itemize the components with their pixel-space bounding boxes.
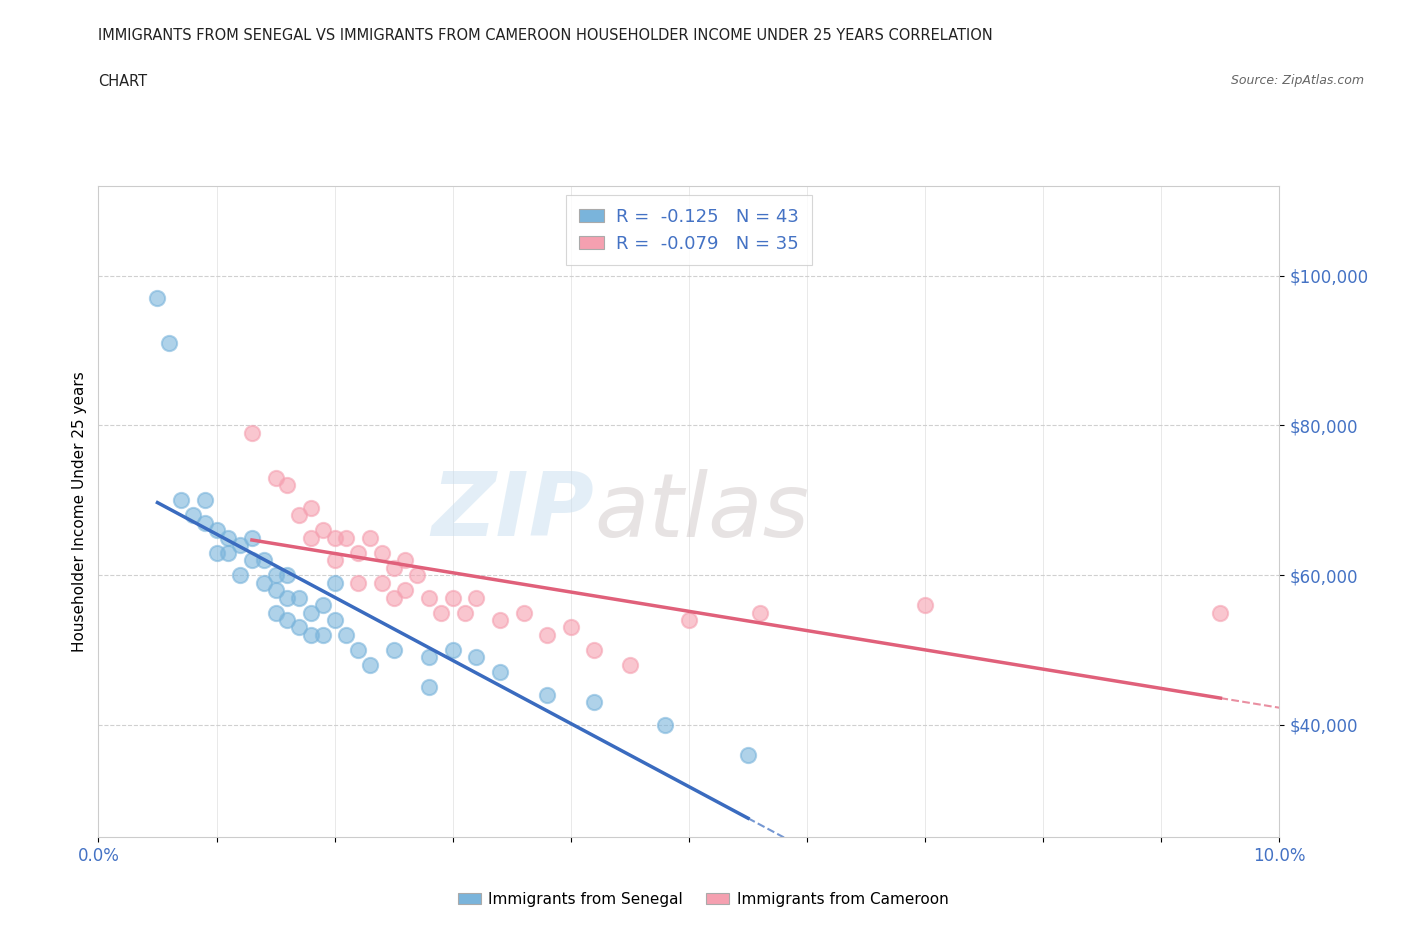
Point: [678, 613, 700, 628]
Point: [536, 628, 558, 643]
Point: [489, 613, 512, 628]
Point: [157, 336, 180, 351]
Point: [1209, 605, 1232, 620]
Point: [170, 493, 193, 508]
Point: [382, 560, 405, 575]
Point: [194, 493, 217, 508]
Point: [453, 605, 475, 620]
Point: [335, 628, 357, 643]
Point: [323, 552, 346, 567]
Point: [347, 575, 370, 590]
Text: atlas: atlas: [595, 469, 810, 554]
Point: [382, 591, 405, 605]
Point: [583, 695, 606, 710]
Point: [654, 717, 676, 732]
Point: [465, 591, 488, 605]
Point: [181, 508, 204, 523]
Point: [347, 545, 370, 560]
Text: ZIP: ZIP: [432, 468, 595, 555]
Point: [441, 643, 464, 658]
Point: [299, 605, 322, 620]
Point: [406, 567, 429, 582]
Point: [914, 598, 936, 613]
Point: [299, 628, 322, 643]
Point: [264, 582, 287, 597]
Point: [323, 530, 346, 545]
Point: [359, 658, 381, 672]
Point: [240, 530, 263, 545]
Point: [489, 665, 512, 680]
Point: [359, 530, 381, 545]
Point: [205, 545, 228, 560]
Point: [536, 687, 558, 702]
Point: [240, 552, 263, 567]
Point: [394, 552, 416, 567]
Point: [288, 620, 311, 635]
Point: [288, 508, 311, 523]
Point: [194, 515, 217, 530]
Point: [512, 605, 534, 620]
Point: [323, 575, 346, 590]
Point: [312, 628, 335, 643]
Point: [465, 650, 488, 665]
Point: [418, 650, 440, 665]
Point: [737, 747, 759, 762]
Point: [418, 591, 440, 605]
Point: [264, 605, 287, 620]
Point: [560, 620, 582, 635]
Point: [371, 575, 394, 590]
Point: [229, 567, 252, 582]
Point: [347, 643, 370, 658]
Point: [299, 530, 322, 545]
Point: [217, 530, 239, 545]
Y-axis label: Householder Income Under 25 years: Householder Income Under 25 years: [72, 371, 87, 652]
Point: [264, 471, 287, 485]
Point: [299, 500, 322, 515]
Point: [253, 575, 276, 590]
Point: [276, 613, 298, 628]
Point: [583, 643, 606, 658]
Point: [418, 680, 440, 695]
Point: [217, 545, 239, 560]
Point: [382, 643, 405, 658]
Point: [240, 426, 263, 441]
Point: [264, 567, 287, 582]
Point: [335, 530, 357, 545]
Legend: Immigrants from Senegal, Immigrants from Cameroon: Immigrants from Senegal, Immigrants from…: [451, 886, 955, 913]
Legend: R =  -0.125   N = 43, R =  -0.079   N = 35: R = -0.125 N = 43, R = -0.079 N = 35: [565, 195, 813, 265]
Point: [253, 552, 276, 567]
Point: [371, 545, 394, 560]
Point: [276, 478, 298, 493]
Point: [288, 591, 311, 605]
Point: [146, 291, 169, 306]
Point: [619, 658, 641, 672]
Point: [441, 591, 464, 605]
Point: [276, 567, 298, 582]
Point: [312, 598, 335, 613]
Point: [430, 605, 453, 620]
Point: [394, 582, 416, 597]
Text: CHART: CHART: [98, 74, 148, 89]
Point: [323, 613, 346, 628]
Point: [229, 538, 252, 552]
Text: Source: ZipAtlas.com: Source: ZipAtlas.com: [1230, 74, 1364, 87]
Point: [748, 605, 770, 620]
Point: [312, 523, 335, 538]
Point: [205, 523, 228, 538]
Text: IMMIGRANTS FROM SENEGAL VS IMMIGRANTS FROM CAMEROON HOUSEHOLDER INCOME UNDER 25 : IMMIGRANTS FROM SENEGAL VS IMMIGRANTS FR…: [98, 28, 993, 43]
Point: [276, 591, 298, 605]
